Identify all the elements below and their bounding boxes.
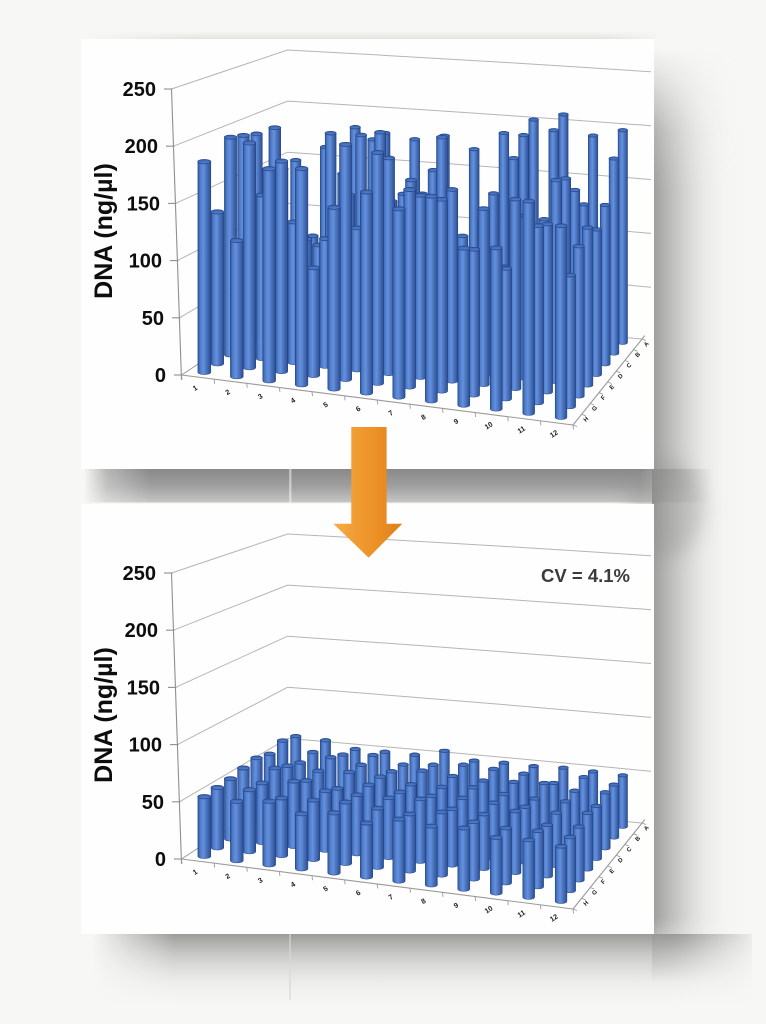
svg-text:11: 11 [516, 908, 527, 920]
svg-text:11: 11 [516, 424, 527, 436]
svg-text:CV = 4.1%: CV = 4.1% [541, 565, 630, 586]
svg-text:G: G [591, 889, 599, 897]
svg-text:4: 4 [289, 396, 297, 406]
svg-text:7: 7 [387, 408, 395, 418]
svg-text:H: H [583, 900, 590, 907]
svg-text:12: 12 [548, 912, 560, 924]
svg-text:10: 10 [483, 904, 495, 916]
svg-text:6: 6 [354, 888, 362, 898]
svg-text:9: 9 [452, 416, 460, 426]
svg-text:0: 0 [155, 365, 166, 387]
svg-text:5: 5 [321, 884, 329, 894]
svg-text:E: E [609, 868, 616, 875]
svg-text:10: 10 [483, 420, 495, 432]
svg-text:50: 50 [142, 792, 164, 814]
svg-text:2: 2 [223, 871, 231, 881]
svg-text:8: 8 [419, 412, 427, 422]
svg-text:C: C [626, 846, 634, 854]
svg-text:A: A [643, 825, 651, 833]
svg-text:250: 250 [123, 563, 156, 585]
svg-text:9: 9 [452, 900, 460, 910]
svg-text:0: 0 [155, 849, 166, 871]
svg-text:1: 1 [191, 867, 199, 877]
svg-text:3: 3 [256, 875, 264, 885]
svg-text:100: 100 [129, 251, 162, 273]
svg-text:7: 7 [387, 892, 395, 902]
svg-text:5: 5 [321, 400, 329, 410]
svg-text:150: 150 [127, 193, 160, 215]
svg-text:12: 12 [548, 428, 560, 440]
svg-text:C: C [626, 362, 634, 370]
svg-text:250: 250 [123, 79, 156, 101]
svg-text:100: 100 [129, 735, 162, 757]
svg-text:4: 4 [289, 880, 297, 890]
svg-text:200: 200 [125, 136, 158, 158]
svg-text:DNA (ng/µl): DNA (ng/µl) [90, 647, 118, 783]
svg-text:B: B [635, 351, 643, 359]
svg-text:G: G [591, 405, 599, 413]
svg-text:200: 200 [125, 620, 158, 642]
svg-text:50: 50 [142, 308, 164, 330]
svg-text:8: 8 [419, 896, 427, 906]
svg-text:B: B [635, 835, 643, 843]
svg-text:F: F [600, 395, 607, 402]
svg-text:D: D [617, 373, 625, 381]
svg-text:150: 150 [127, 677, 160, 699]
svg-text:A: A [643, 341, 651, 349]
svg-text:DNA (ng/µl): DNA (ng/µl) [90, 163, 118, 299]
svg-text:H: H [583, 416, 590, 423]
svg-text:F: F [600, 879, 607, 886]
svg-text:1: 1 [191, 383, 199, 393]
svg-text:3: 3 [256, 391, 264, 401]
svg-text:D: D [617, 857, 625, 865]
svg-text:6: 6 [354, 404, 362, 414]
svg-text:E: E [609, 384, 616, 391]
svg-text:2: 2 [223, 387, 231, 397]
